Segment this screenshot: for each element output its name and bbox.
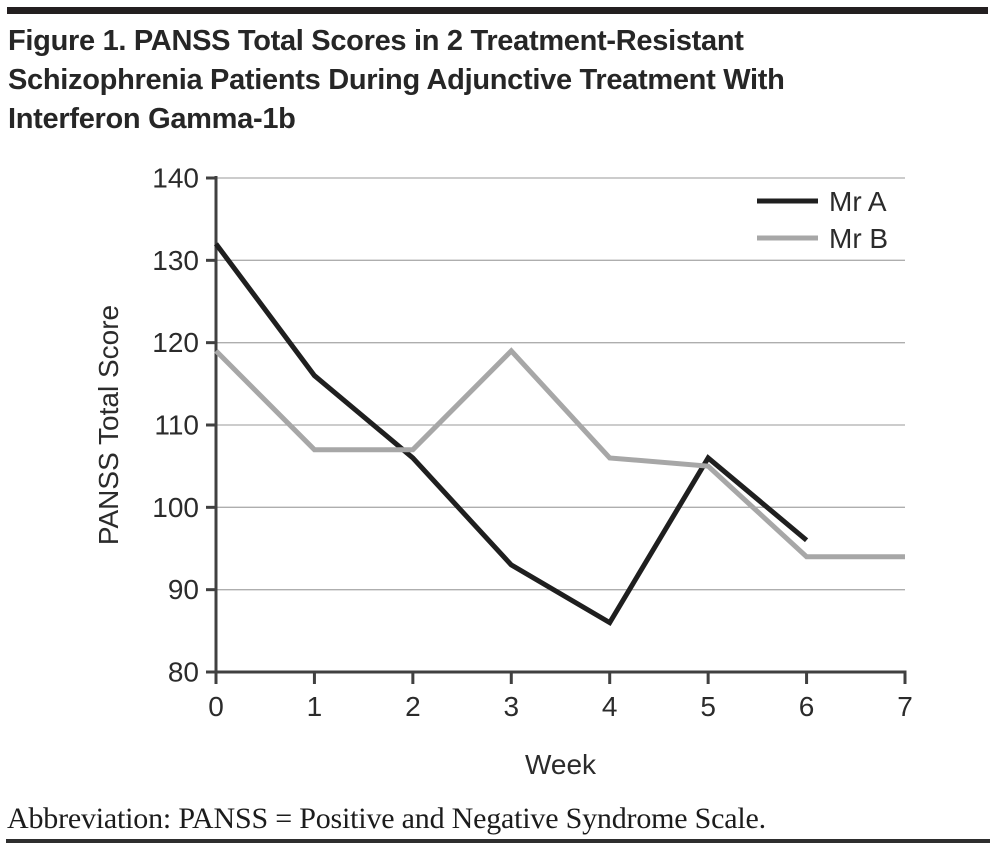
y-tick-label-140: 140	[152, 163, 199, 194]
x-tick-label-3: 3	[503, 691, 519, 722]
y-tick-label-120: 120	[152, 327, 199, 358]
panss-line-chart: 80 90 100 110 120 130 140 0 1 2 3 4 5 6 7 Week PANSS Tot…	[93, 163, 913, 781]
bottom-rule	[6, 839, 990, 843]
figure-title-line-1: Figure 1. PANSS Total Scores in 2 Treatm…	[8, 25, 744, 57]
x-tick-label-2: 2	[405, 691, 421, 722]
figure-title: Figure 1. PANSS Total Scores in 2 Treatm…	[8, 22, 978, 139]
series-line-mr-a	[213, 242, 809, 627]
y-tick-label-80: 80	[168, 657, 199, 688]
top-rule	[7, 7, 988, 14]
x-tick-label-5: 5	[700, 691, 716, 722]
x-tick-label-4: 4	[602, 691, 618, 722]
figure-title-line-3: Interferon Gamma-1b	[8, 103, 296, 135]
abbreviation-note: Abbreviation: PANSS = Positive and Negat…	[7, 802, 766, 835]
x-tick-label-6: 6	[799, 691, 815, 722]
legend-label-mr-b: Mr B	[829, 223, 888, 254]
series-line-mr-b	[214, 347, 905, 560]
x-tick-label-0: 0	[208, 691, 224, 722]
x-tick-label-7: 7	[897, 691, 913, 722]
x-axis-title: Week	[525, 749, 597, 780]
y-axis-title: PANSS Total Score	[93, 305, 124, 545]
y-tick-label-90: 90	[168, 574, 199, 605]
y-tick-label-130: 130	[152, 245, 199, 276]
y-tick-label-110: 110	[154, 410, 199, 441]
x-tick-label-1: 1	[307, 691, 323, 722]
figure-title-line-2: Schizophrenia Patients During Adjunctive…	[8, 64, 785, 96]
y-tick-label-100: 100	[152, 492, 199, 523]
legend-label-mr-a: Mr A	[829, 186, 887, 217]
